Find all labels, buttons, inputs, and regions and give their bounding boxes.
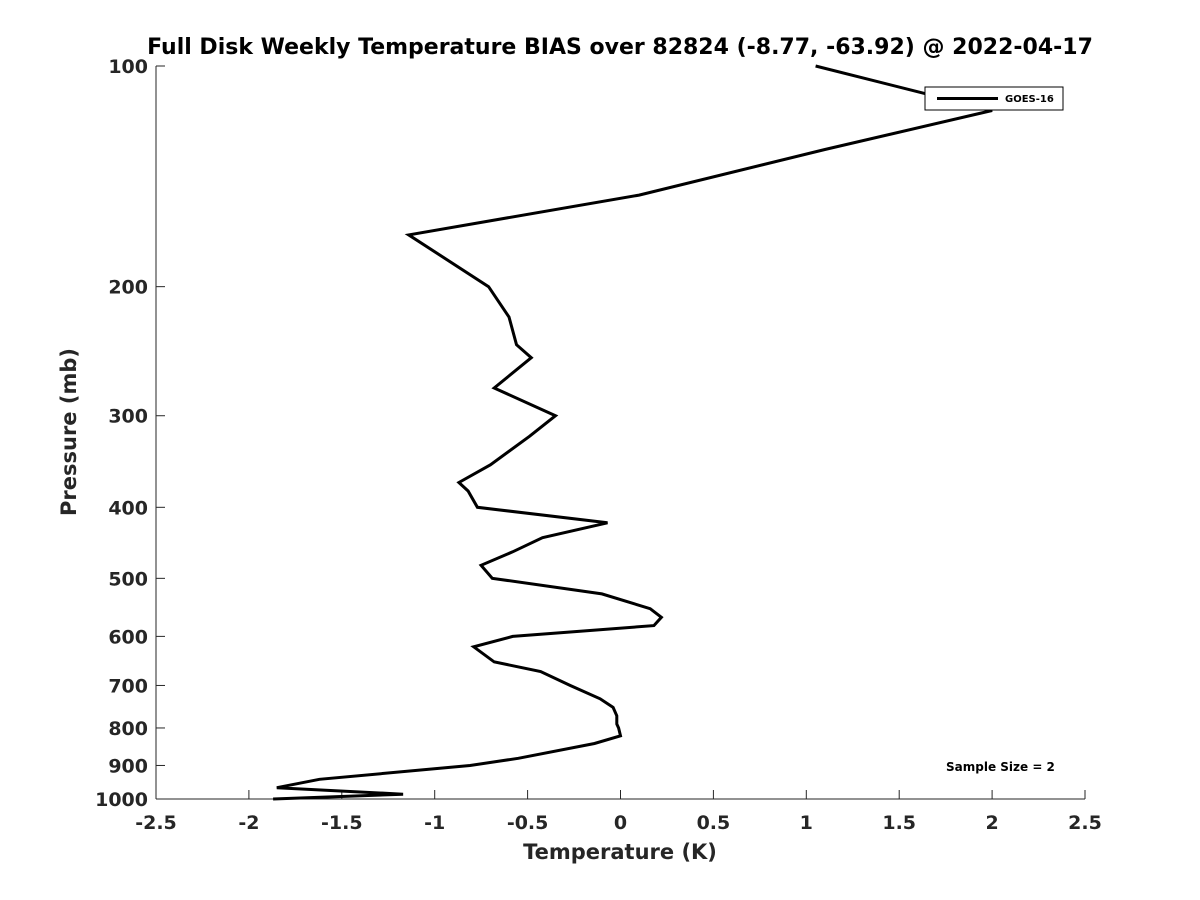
chart-title: Full Disk Weekly Temperature BIAS over 8… xyxy=(147,35,1093,60)
x-tick-label: 2 xyxy=(985,812,998,834)
y-tick-label: 800 xyxy=(108,718,148,740)
legend-label-goes-16: GOES-16 xyxy=(1005,94,1054,105)
y-tick-label: 300 xyxy=(108,406,148,428)
plot-frame xyxy=(155,66,1085,800)
x-axis: -2.5 -2 -1.5 -1 -0.5 0 0.5 1 1.5 2 2.5 xyxy=(135,790,1102,834)
x-tick-label: -2 xyxy=(238,812,259,834)
x-tick-label: 1 xyxy=(800,812,813,834)
y-tick-label: 200 xyxy=(108,277,148,299)
x-tick-label: 0.5 xyxy=(697,812,731,834)
series-line-goes-16 xyxy=(273,64,993,801)
y-tick-label: 600 xyxy=(108,626,148,648)
y-tick-label: 700 xyxy=(108,675,148,697)
sample-size-annotation: Sample Size = 2 xyxy=(946,760,1055,774)
y-axis: 100 200 300 400 500 600 700 800 900 1000 xyxy=(95,56,165,811)
x-tick-label: -0.5 xyxy=(507,812,549,834)
y-axis-title: Pressure (mb) xyxy=(57,348,81,516)
y-tick-label: 500 xyxy=(108,568,148,590)
legend: GOES-16 xyxy=(924,86,1064,111)
y-tick-label: 400 xyxy=(108,497,148,519)
x-tick-label: -2.5 xyxy=(135,812,177,834)
x-tick-label: -1.5 xyxy=(321,812,363,834)
y-tick-label: 900 xyxy=(108,755,148,777)
y-tick-label: 100 xyxy=(108,56,148,78)
x-tick-label: -1 xyxy=(424,812,445,834)
x-tick-label: 1.5 xyxy=(882,812,916,834)
x-axis-title: Temperature (K) xyxy=(523,840,717,864)
series-layer xyxy=(273,64,993,801)
x-tick-label: 2.5 xyxy=(1068,812,1102,834)
y-tick-label: 1000 xyxy=(95,789,148,811)
x-tick-label: 0 xyxy=(614,812,627,834)
